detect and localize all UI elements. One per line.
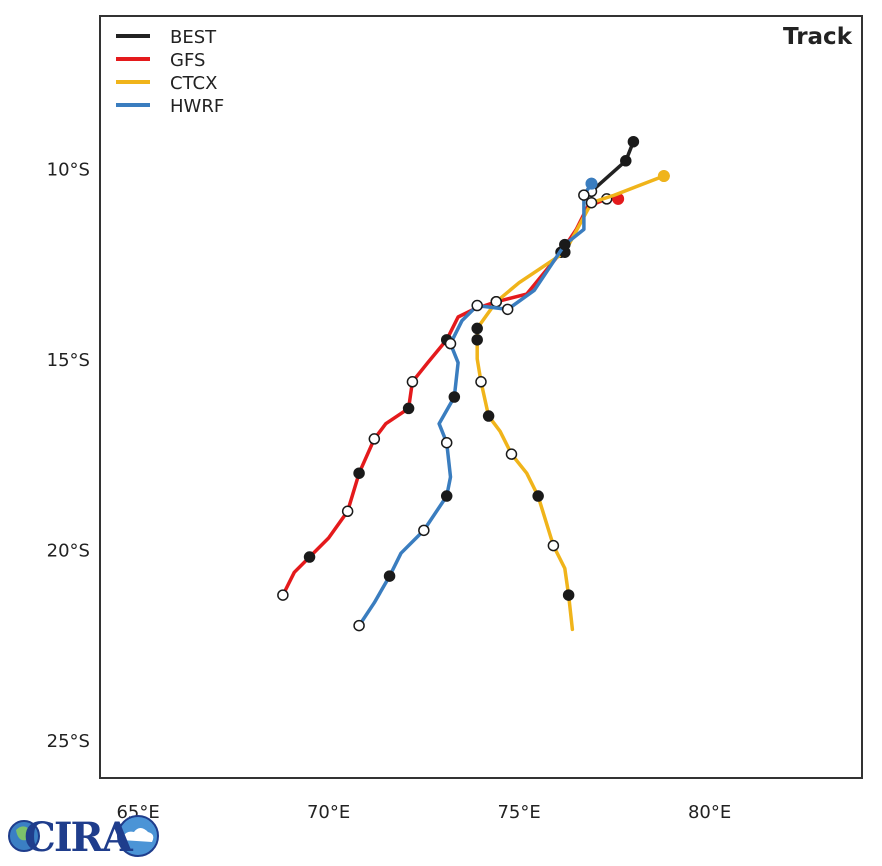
legend-label-gfs: GFS: [170, 50, 205, 71]
y-tick-label: 20°S: [47, 540, 90, 561]
track-point-open: [547, 539, 560, 552]
track-point-filled: [532, 490, 544, 502]
cira-logo: CIRA: [4, 812, 164, 862]
x-tick-label: 80°E: [688, 802, 731, 823]
x-tick-label: 70°E: [307, 802, 350, 823]
series-layer: [277, 135, 670, 632]
track-point-open: [578, 189, 590, 201]
track-point-open: [418, 524, 430, 537]
track-point-open: [341, 505, 354, 518]
track-point-filled: [303, 551, 316, 563]
track-point-open: [585, 196, 598, 209]
track-point-filled: [562, 589, 575, 601]
track-point-filled: [482, 410, 495, 422]
track-point-filled: [471, 334, 483, 346]
track-point-open: [353, 619, 365, 632]
cira-logo-text: CIRA: [24, 814, 133, 861]
track-point-filled: [559, 238, 571, 251]
track-point-filled: [448, 391, 461, 403]
track-point-filled: [440, 490, 453, 502]
y-tick-label: 15°S: [47, 350, 90, 371]
series-start-point: [657, 170, 670, 183]
series-ctcx: [471, 170, 670, 632]
track-point-open: [505, 448, 518, 460]
track-point-open: [406, 376, 419, 388]
chart-title: Track: [783, 24, 853, 50]
series-line-hwrf: [357, 181, 594, 628]
track-point-open: [368, 433, 381, 445]
series-best: [585, 135, 640, 198]
x-tick-label: 65°E: [116, 802, 159, 823]
cloud-icon: [122, 828, 154, 842]
legend-label-best: BEST: [170, 27, 217, 48]
track-point-open: [444, 337, 457, 350]
track-point-filled: [627, 135, 640, 148]
track-point-filled: [402, 402, 415, 415]
y-tick-label: 25°S: [47, 731, 90, 752]
track-point-filled: [353, 467, 365, 479]
track-point-open: [471, 299, 483, 312]
track-point-open: [277, 589, 289, 601]
legend-label-hwrf: HWRF: [170, 96, 224, 117]
track-point-open: [490, 296, 502, 308]
track-point-open: [440, 436, 453, 449]
track-point-filled: [620, 155, 632, 167]
globe-land-icon: [16, 826, 30, 841]
cira-logo-graphic: [8, 815, 159, 857]
x-tick-label: 75°E: [497, 802, 540, 823]
track-point-open: [475, 376, 487, 388]
tick-layer: 65°E 70°E 75°E 80°E 10°S 15°S 20°S 25°S: [47, 159, 732, 823]
track-point-filled: [471, 322, 483, 335]
legend-label-ctcx: CTCX: [170, 73, 217, 94]
series-start-point: [585, 177, 598, 190]
track-point-filled: [383, 570, 396, 582]
y-tick-label: 10°S: [47, 159, 90, 180]
plot-frame: [99, 15, 863, 779]
track-point-open: [501, 303, 514, 316]
series-hwrf: [353, 177, 598, 632]
